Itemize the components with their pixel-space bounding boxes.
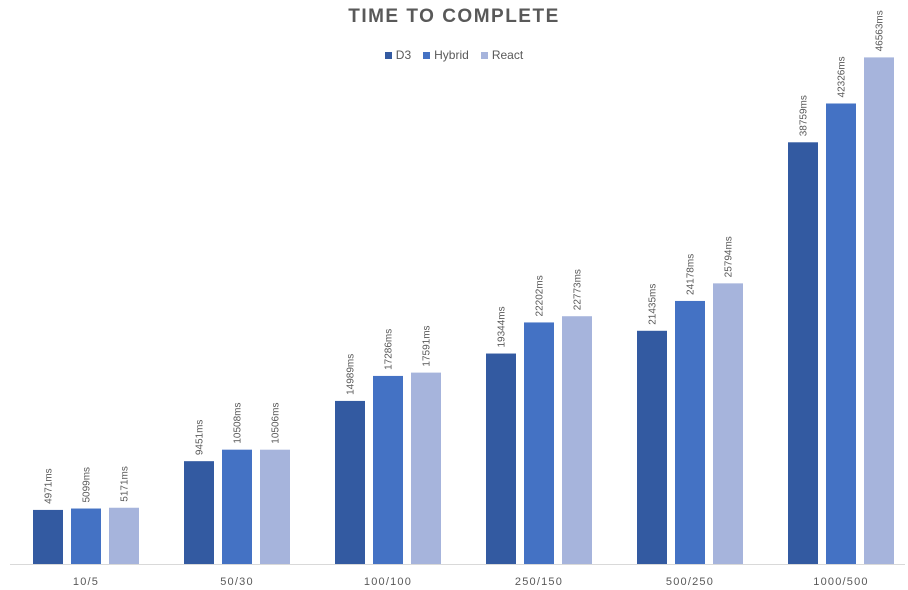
legend-item-d3: D3 (384, 48, 412, 62)
data-label-d3-250-150: 19344ms (497, 306, 508, 347)
data-label-react-100-100: 17591ms (422, 325, 433, 366)
data-label-hybrid-50-30: 10508ms (233, 403, 244, 444)
bar-d3-1000-500 (788, 142, 818, 565)
legend-label-hybrid: Hybrid (434, 48, 469, 62)
data-label-d3-10-5: 4971ms (44, 468, 55, 504)
data-label-hybrid-500-250: 24178ms (686, 254, 697, 295)
data-label-react-500-250: 25794ms (724, 236, 735, 277)
legend-label-d3: D3 (395, 48, 412, 62)
bar-hybrid-500-250 (675, 300, 705, 564)
bar-hybrid-1000-500 (826, 103, 856, 565)
data-label-react-10-5: 5171ms (120, 466, 131, 502)
data-label-react-250-150: 22773ms (573, 269, 584, 310)
bar-react-50-30 (260, 449, 290, 564)
data-label-hybrid-250-150: 22202ms (535, 275, 546, 316)
data-label-d3-50-30: 9451ms (195, 420, 206, 456)
chart-title: TIME TO COMPLETE (348, 6, 560, 27)
data-label-hybrid-10-5: 5099ms (82, 467, 93, 503)
legend-swatch-hybrid (423, 51, 431, 59)
x-tick-label: 500/250 (666, 576, 714, 588)
x-tick-label: 50/30 (220, 576, 254, 588)
bar-d3-10-5 (33, 509, 63, 564)
data-label-d3-1000-500: 38759ms (799, 95, 810, 136)
bar-hybrid-100-100 (373, 375, 403, 564)
bar-d3-500-250 (637, 330, 667, 564)
bar-d3-100-100 (335, 400, 365, 564)
x-tick-label: 1000/500 (813, 576, 868, 588)
data-label-d3-100-100: 14989ms (346, 354, 357, 395)
data-label-hybrid-1000-500: 42326ms (837, 56, 848, 97)
legend-swatch-d3 (384, 51, 392, 59)
legend-item-hybrid: Hybrid (423, 48, 469, 62)
data-label-d3-500-250: 21435ms (648, 284, 659, 325)
legend-swatch-react (480, 51, 488, 59)
bar-react-500-250 (713, 283, 743, 564)
x-tick-label: 10/5 (73, 576, 99, 588)
bar-react-100-100 (411, 372, 441, 564)
bar-react-10-5 (109, 507, 139, 564)
bar-hybrid-250-150 (524, 322, 554, 564)
data-label-react-50-30: 10506ms (271, 403, 282, 444)
x-tick-label: 100/100 (364, 576, 412, 588)
bar-react-1000-500 (864, 57, 894, 564)
bar-d3-250-150 (486, 353, 516, 564)
data-label-hybrid-100-100: 17286ms (384, 329, 395, 370)
x-tick-label: 250/150 (515, 576, 563, 588)
bar-react-250-150 (562, 316, 592, 564)
legend-item-react: React (480, 48, 524, 62)
legend-label-react: React (491, 48, 524, 62)
bar-hybrid-50-30 (222, 449, 252, 564)
bar-hybrid-10-5 (71, 508, 101, 564)
data-label-react-1000-500: 46563ms (875, 10, 886, 51)
legend: D3 Hybrid React (0, 48, 908, 62)
bar-d3-50-30 (184, 461, 214, 564)
